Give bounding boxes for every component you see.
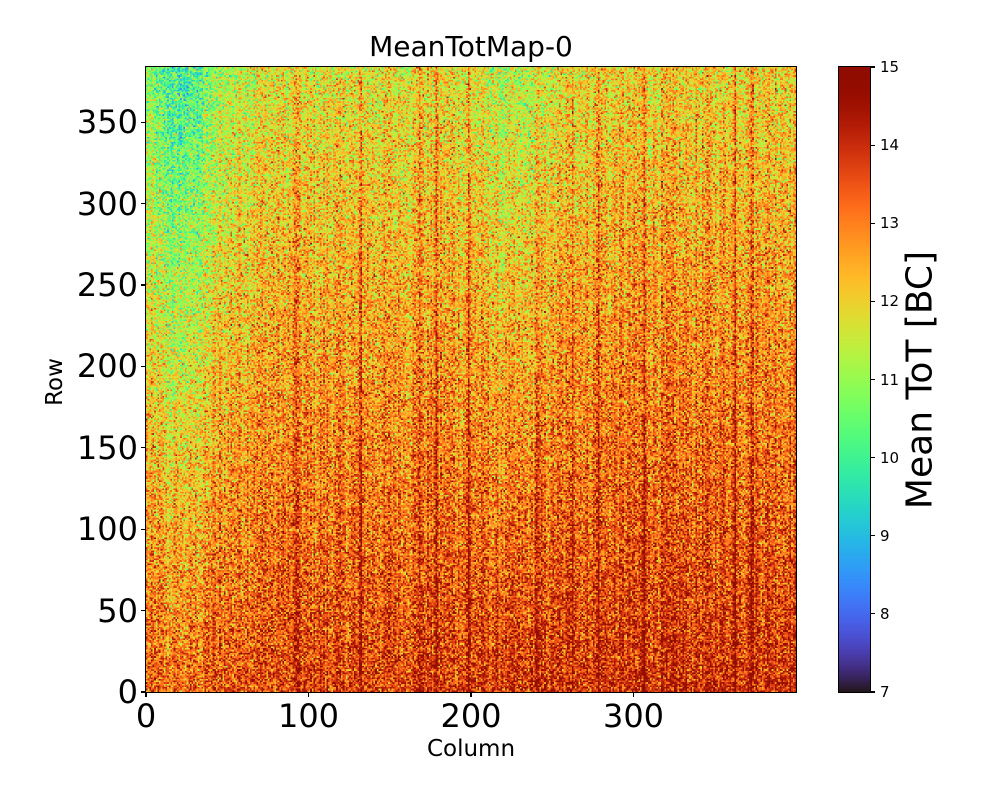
- y-tick-mark: [141, 447, 146, 449]
- y-axis-label: Row: [42, 358, 68, 406]
- x-tick-mark: [145, 692, 147, 697]
- colorbar-tick-mark: [870, 457, 875, 459]
- x-axis-label: Column: [426, 736, 516, 762]
- x-tick-mark: [307, 692, 310, 697]
- colorbar-tick-label: 11: [880, 370, 900, 389]
- y-tick-label: 150: [76, 428, 138, 467]
- y-tick-label: 250: [76, 266, 138, 305]
- colorbar-tick-label: 12: [880, 292, 900, 311]
- colorbar: [838, 66, 871, 693]
- y-tick-label: 100: [76, 510, 138, 549]
- y-tick-mark: [141, 203, 146, 205]
- colorbar-label: Mean ToT [BC]: [899, 250, 941, 510]
- colorbar-tick-mark: [870, 144, 875, 146]
- x-tick-label: 200: [440, 697, 502, 735]
- y-tick-label: 50: [97, 591, 138, 630]
- y-tick-label: 0: [117, 673, 138, 711]
- y-tick-mark: [141, 365, 146, 368]
- y-tick-label: 300: [76, 184, 138, 223]
- colorbar-tick-mark: [870, 66, 875, 68]
- heatmap-plot-area: [145, 66, 797, 693]
- colorbar-tick-mark: [870, 613, 875, 615]
- colorbar-tick-mark: [870, 300, 875, 302]
- x-tick-label: 100: [277, 697, 340, 735]
- y-tick-mark: [141, 284, 146, 286]
- y-tick-label: 200: [76, 347, 138, 386]
- colorbar-tick-mark: [870, 691, 875, 693]
- heatmap-cells: [146, 67, 796, 692]
- colorbar-gradient: [839, 67, 870, 692]
- colorbar-tick-label: 15: [880, 58, 900, 76]
- x-tick-mark: [632, 692, 635, 697]
- colorbar-tick-label: 8: [880, 604, 890, 623]
- y-tick-mark: [141, 528, 146, 530]
- x-tick-label: 300: [602, 697, 665, 735]
- x-tick-label: 0: [135, 697, 157, 735]
- y-tick-mark: [141, 121, 146, 123]
- x-tick-mark: [470, 692, 472, 697]
- y-tick-label: 350: [76, 103, 138, 142]
- colorbar-tick-mark: [870, 535, 875, 537]
- y-tick-mark: [141, 691, 146, 693]
- chart-title: MeanTotMap-0: [369, 30, 573, 63]
- colorbar-tick-label: 9: [880, 526, 890, 545]
- colorbar-tick-label: 7: [880, 683, 890, 701]
- y-tick-mark: [141, 610, 146, 612]
- colorbar-tick-label: 14: [880, 136, 900, 155]
- colorbar-tick-label: 13: [880, 214, 900, 233]
- colorbar-tick-mark: [870, 222, 875, 224]
- colorbar-tick-mark: [870, 378, 875, 381]
- colorbar-tick-label: 10: [880, 448, 900, 467]
